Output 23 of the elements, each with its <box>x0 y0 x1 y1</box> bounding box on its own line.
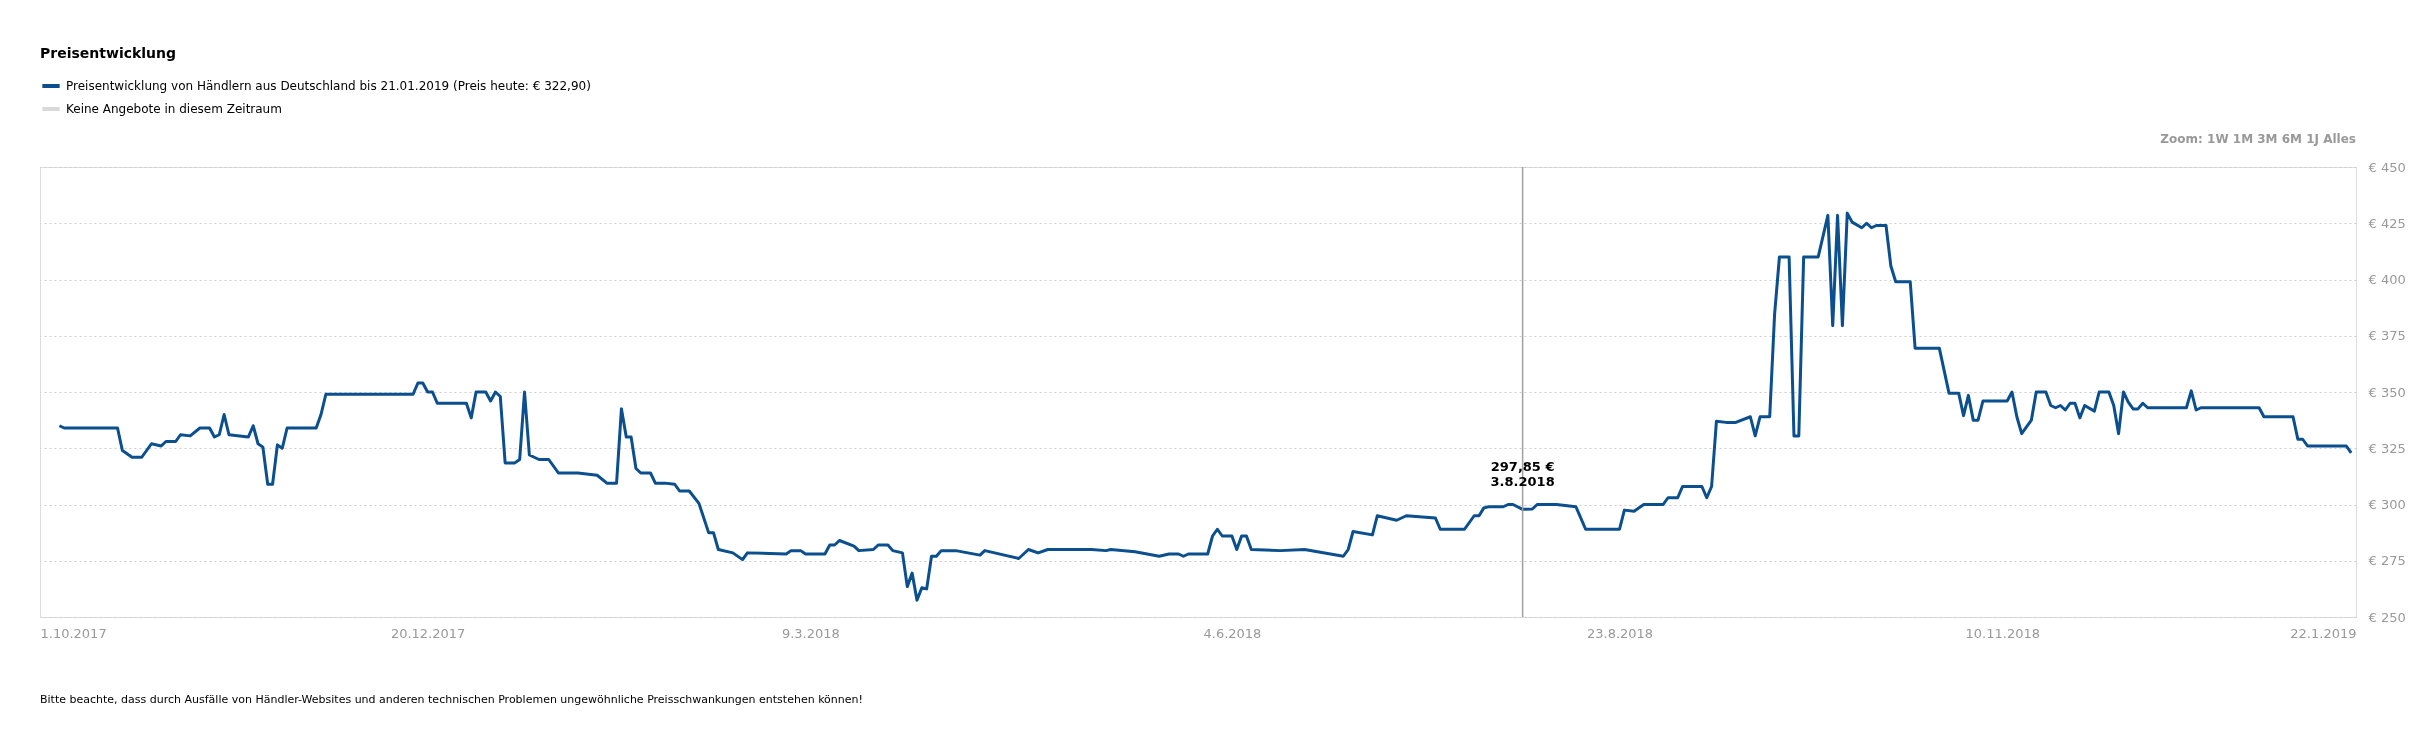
x-tick-label: 20.12.2017 <box>390 625 466 641</box>
chart-title: Preisentwicklung <box>40 45 177 61</box>
legend-label: Preisentwicklung von Händlern aus Deutschland bis 21.01.2019 (Preis heute: € 322,90) <box>66 79 591 93</box>
y-tick-label: € 450 <box>2368 159 2406 175</box>
x-tick-label: 4.6.2018 <box>1203 625 1262 641</box>
y-tick-label: € 425 <box>2368 215 2406 231</box>
annotation: 297,85 € 3.8.2018 <box>1490 459 1555 490</box>
x-tick-label: 9.3.2018 <box>781 625 840 641</box>
text: Bitte beachte, dass durch Ausfälle von Händler-Websites und anderen technischen Problemen ungewöhnliche Preisschwankungen entstehen können! <box>40 693 863 706</box>
y-tick-label: € 325 <box>2368 440 2406 456</box>
line-series <box>57 211 2353 602</box>
x-tick-label: 22.1.2019 <box>2290 625 2357 641</box>
x-tick-label: 23.8.2018 <box>1586 625 1654 641</box>
y-tick-label: € 375 <box>2368 328 2406 344</box>
y-tick-label: € 350 <box>2368 384 2406 400</box>
x-tick-label: 1.10.2017 <box>40 625 107 641</box>
y-tick-label: € 275 <box>2368 553 2406 569</box>
y-tick-label: € 250 <box>2368 609 2406 625</box>
text: Zoom: 1W 1M 3M 6M 1J Alles <box>2160 132 2356 146</box>
y-tick-label: € 400 <box>2368 272 2406 287</box>
legend-label: Keine Angebote in diesem Zeitraum <box>66 102 282 116</box>
x-tick-label: 10.11.2018 <box>1965 625 2041 641</box>
y-tick-label: € 300 <box>2368 497 2406 512</box>
